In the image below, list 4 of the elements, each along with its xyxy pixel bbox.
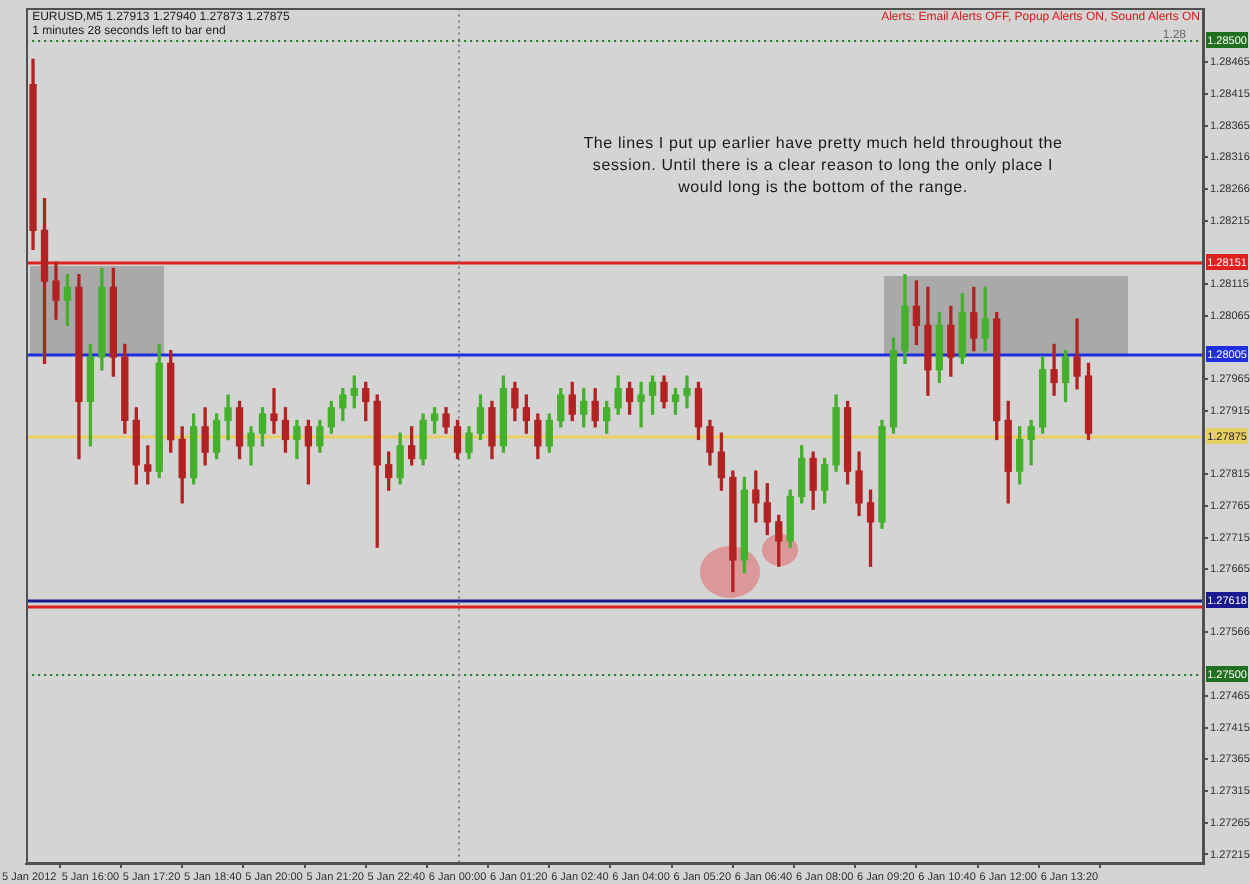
candlestick <box>637 381 645 428</box>
annotation: The lines I put up earlier have pretty much held throughout the session. Until there is a clear reason to long the only place I would long is the bottom of the range. <box>581 132 1065 198</box>
candlestick <box>270 388 278 434</box>
candlestick <box>683 375 691 409</box>
